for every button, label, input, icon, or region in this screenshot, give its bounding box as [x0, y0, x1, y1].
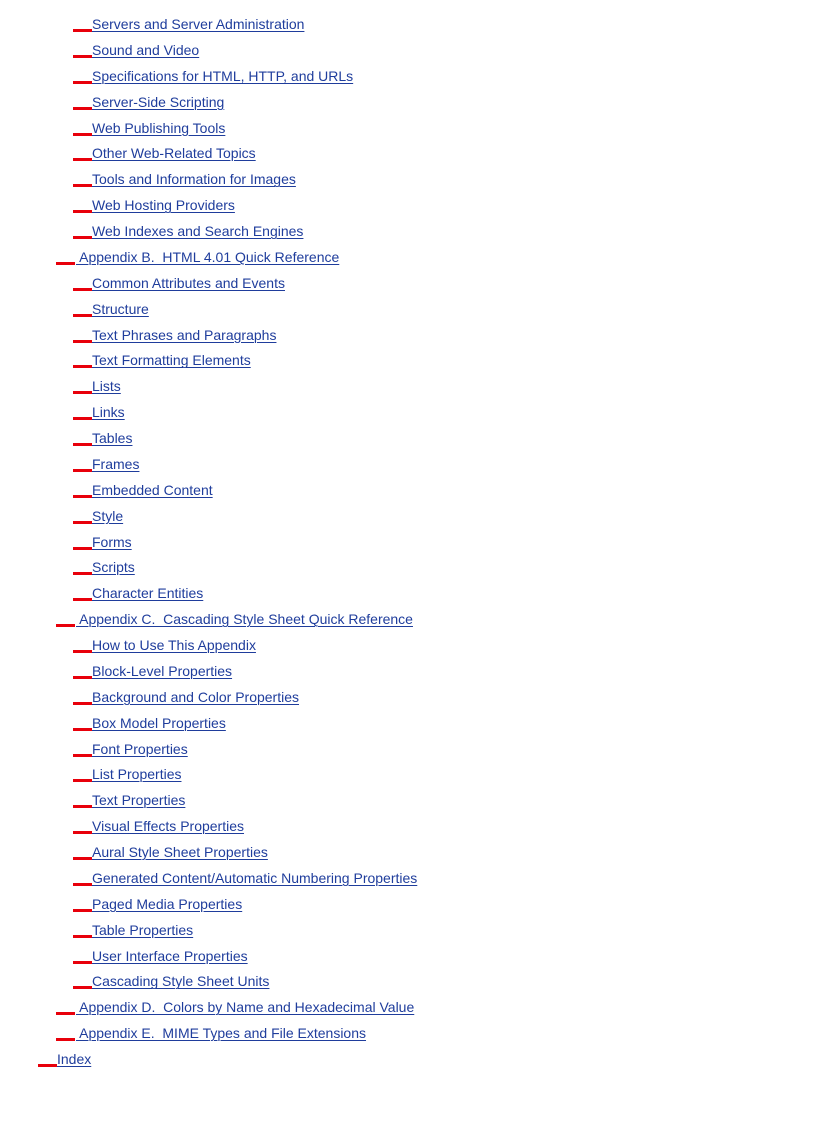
toc-link[interactable]: Table Properties — [92, 921, 194, 938]
toc-link[interactable]: Paged Media Properties — [92, 895, 243, 912]
red-marker — [73, 701, 92, 705]
red-marker — [73, 236, 92, 239]
red-marker — [73, 598, 92, 602]
toc-link[interactable]: Structure — [92, 300, 149, 317]
red-marker — [73, 132, 92, 136]
red-marker — [73, 805, 92, 809]
red-marker — [73, 210, 92, 214]
toc-link[interactable]: Common Attributes and Events — [92, 274, 285, 291]
red-marker — [56, 261, 75, 265]
toc-link[interactable]: Appendix E. MIME Types and File Extensio… — [76, 1025, 367, 1042]
toc-link[interactable]: Text Properties — [92, 792, 186, 809]
toc-link[interactable]: Specifications for HTML, HTTP, and URLs — [92, 67, 354, 84]
toc-link[interactable]: List Properties — [92, 766, 182, 783]
red-marker — [73, 417, 92, 421]
red-marker — [56, 624, 75, 628]
red-marker — [73, 908, 92, 912]
toc-link[interactable]: Frames — [92, 455, 140, 472]
toc-link[interactable]: Embedded Content — [92, 481, 213, 498]
red-marker — [73, 158, 92, 162]
red-marker — [73, 520, 92, 524]
red-marker — [73, 443, 92, 446]
red-marker — [73, 831, 92, 835]
red-marker — [56, 1038, 75, 1042]
toc-link[interactable]: Appendix C. Cascading Style Sheet Quick … — [76, 611, 413, 628]
red-marker — [73, 675, 92, 679]
red-marker — [73, 80, 92, 84]
red-marker — [73, 365, 92, 369]
toc-link[interactable]: Forms — [92, 533, 132, 550]
toc-link[interactable]: Tools and Information for Images — [92, 171, 296, 188]
toc-link[interactable]: Appendix B. HTML 4.01 Quick Reference — [76, 248, 340, 265]
toc-link[interactable]: Web Publishing Tools — [92, 119, 226, 136]
toc-link[interactable]: Font Properties — [92, 740, 188, 757]
red-marker — [73, 986, 92, 990]
toc-link[interactable]: Web Hosting Providers — [92, 197, 235, 214]
red-marker — [73, 391, 92, 395]
toc-link[interactable]: Sound and Video — [92, 41, 200, 58]
toc-link[interactable]: Server-Side Scripting — [92, 93, 225, 110]
red-marker — [73, 650, 92, 653]
toc-link[interactable]: Scripts — [92, 559, 135, 576]
red-marker — [73, 287, 92, 291]
red-marker — [38, 1064, 57, 1067]
toc-link[interactable]: User Interface Properties — [92, 947, 248, 964]
toc-link[interactable]: Cascading Style Sheet Units — [92, 973, 270, 990]
toc-link[interactable]: Index — [57, 1051, 92, 1067]
red-marker — [73, 727, 92, 731]
toc-link[interactable]: Visual Effects Properties — [92, 818, 245, 835]
toc-link[interactable]: Tables — [92, 430, 133, 446]
red-marker — [56, 1012, 75, 1016]
toc-link[interactable]: Lists — [92, 378, 121, 395]
red-marker — [73, 184, 92, 188]
toc-link[interactable]: Aural Style Sheet Properties — [92, 844, 268, 860]
red-marker — [73, 779, 92, 783]
toc-link[interactable]: Links — [92, 404, 125, 421]
red-marker — [73, 29, 92, 32]
red-marker — [73, 468, 92, 472]
red-marker — [73, 753, 92, 757]
red-marker — [73, 106, 92, 110]
toc-link[interactable]: Text Formatting Elements — [92, 352, 251, 369]
red-marker — [73, 54, 92, 58]
toc-link[interactable]: Other Web-Related Topics — [92, 145, 256, 162]
red-marker — [73, 339, 92, 343]
toc-link[interactable]: Servers and Server Administration — [92, 16, 305, 32]
toc-link[interactable]: How to Use This Appendix — [92, 637, 256, 653]
toc-link[interactable]: Appendix D. Colors by Name and Hexadecim… — [76, 999, 415, 1016]
toc-link[interactable]: Background and Color Properties — [92, 688, 300, 705]
toc-link[interactable]: Box Model Properties — [92, 714, 226, 731]
red-marker — [73, 313, 92, 317]
red-marker — [73, 934, 92, 938]
toc-link[interactable]: Block-Level Properties — [92, 662, 233, 679]
toc-link[interactable]: Web Indexes and Search Engines — [92, 223, 304, 239]
toc-link[interactable]: Text Phrases and Paragraphs — [92, 326, 277, 343]
toc-link[interactable]: Generated Content/Automatic Numbering Pr… — [92, 869, 418, 886]
toc-link[interactable]: Character Entities — [92, 585, 204, 602]
red-marker — [73, 494, 92, 498]
red-marker — [73, 546, 92, 550]
red-marker — [73, 960, 92, 964]
toc-link[interactable]: Style — [92, 507, 124, 524]
red-marker — [73, 882, 92, 886]
red-marker — [73, 572, 92, 576]
red-marker — [73, 857, 92, 860]
